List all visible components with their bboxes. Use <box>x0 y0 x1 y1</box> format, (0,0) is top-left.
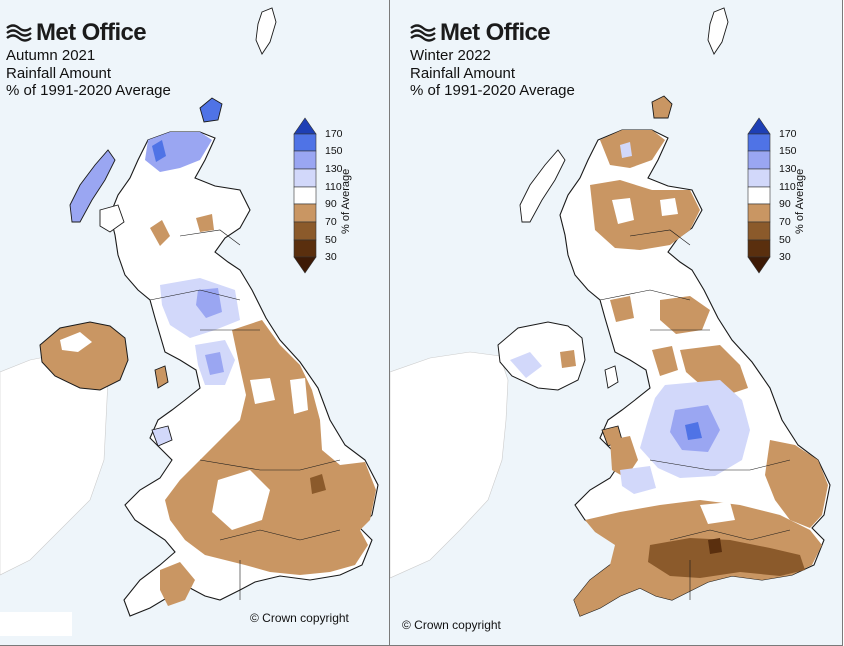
legend-tick-90: 90 <box>325 198 337 210</box>
legend-label: % of Average <box>340 168 352 234</box>
legend-bin-50-70 <box>747 221 771 241</box>
legend-bin-90-110 <box>293 186 317 205</box>
legend-label: % of Average <box>794 168 806 234</box>
legend-tick-170: 170 <box>325 128 343 140</box>
ne-england-dry <box>680 345 748 394</box>
outer-hebrides <box>69 149 116 223</box>
brand-name: Met Office <box>36 19 147 46</box>
legend-colorbar <box>293 117 317 274</box>
legend-bin-150-170 <box>747 133 771 152</box>
wales-dry <box>610 436 638 478</box>
brand-name: Met Office <box>440 19 551 46</box>
n-scotland-dry <box>600 130 665 168</box>
legend-bin-130-150 <box>747 150 771 170</box>
anglesey <box>151 425 173 447</box>
title-variable: Rainfall Amount <box>410 64 516 82</box>
map-panel-winter-2022: Met Office Winter 2022 Rainfall Amount %… <box>390 0 843 646</box>
highlands-dry <box>590 180 700 250</box>
wales-wet <box>620 466 656 494</box>
legend-bin-30-50 <box>293 239 317 258</box>
map-title: Winter 2022 Rainfall Amount % of 1991-20… <box>410 47 575 100</box>
legend-bin-110-130 <box>747 168 771 188</box>
orkney <box>199 97 223 123</box>
legend: 170 150 130 110 90 70 50 30 % of Average <box>746 116 806 276</box>
legend-bin-170-plus <box>747 117 771 135</box>
legend-bin-130-150 <box>293 150 317 170</box>
cumbria-dry <box>652 346 678 376</box>
sw-england-dry <box>160 562 195 606</box>
legend: 170 150 130 110 90 70 50 30 % of Average <box>292 116 352 276</box>
legend-tick-50: 50 <box>325 234 337 246</box>
orkney <box>651 95 673 119</box>
nw-scotland-very-wet <box>152 140 166 162</box>
legend-tick-130: 130 <box>325 163 343 175</box>
map-panel-autumn-2021: Met Office Autumn 2021 Rainfall Amount %… <box>0 0 390 646</box>
map-title: Autumn 2021 Rainfall Amount % of 1991-20… <box>6 47 171 100</box>
southern-uplands-dry <box>660 296 710 334</box>
legend-bin-below-30 <box>747 256 771 274</box>
legend-bin-below-30 <box>293 256 317 274</box>
south-england-very-dry <box>648 538 805 578</box>
copyright-notice: © Crown copyright <box>250 611 349 625</box>
legend-colorbar <box>747 117 771 274</box>
legend-tick-110: 110 <box>779 181 796 193</box>
legend-bin-110-130 <box>293 168 317 188</box>
isle-of-man <box>154 365 169 389</box>
skye <box>99 204 125 233</box>
east-england-dry <box>765 440 828 528</box>
legend-bin-30-50 <box>747 239 771 258</box>
legend-tick-150: 150 <box>779 145 797 157</box>
legend-bin-170-plus <box>293 117 317 135</box>
legend-bin-70-90 <box>747 203 771 223</box>
legend-tick-150: 150 <box>325 145 343 157</box>
ireland-land <box>390 351 509 579</box>
uk-map-winter <box>390 7 831 617</box>
legend-tick-110: 110 <box>325 181 342 193</box>
legend-tick-70: 70 <box>325 216 337 228</box>
isle-of-man <box>604 365 619 389</box>
northern-ireland <box>39 321 129 391</box>
uk-map-autumn <box>0 7 379 617</box>
legend-tick-90: 90 <box>779 198 791 210</box>
shetland <box>707 7 729 55</box>
legend-tick-50: 50 <box>779 234 791 246</box>
white-patch <box>0 612 72 636</box>
legend-bin-70-90 <box>293 203 317 223</box>
brand-logo: Met Office <box>410 19 551 47</box>
met-office-wave-logo-icon <box>6 24 32 42</box>
legend-bin-50-70 <box>293 221 317 241</box>
legend-tick-30: 30 <box>779 251 791 263</box>
title-units: % of 1991-2020 Average <box>6 82 171 99</box>
england-wet-gap <box>212 470 270 530</box>
title-season: Autumn 2021 <box>6 47 96 64</box>
met-office-wave-logo-icon <box>410 24 436 42</box>
copyright-notice: © Crown copyright <box>402 618 501 632</box>
title-season: Winter 2022 <box>410 47 491 64</box>
outer-hebrides <box>519 149 566 223</box>
legend-tick-130: 130 <box>779 163 797 175</box>
northern-ireland <box>497 321 586 391</box>
legend-tick-170: 170 <box>779 128 797 140</box>
title-variable: Rainfall Amount <box>6 64 112 82</box>
brand-logo: Met Office <box>6 19 147 47</box>
legend-tick-70: 70 <box>779 216 791 228</box>
shetland <box>255 7 277 55</box>
legend-bin-150-170 <box>293 133 317 152</box>
east-anglia-darker <box>310 474 326 494</box>
legend-tick-30: 30 <box>325 251 337 263</box>
legend-bin-90-110 <box>747 186 771 205</box>
scotland-dry <box>150 220 170 246</box>
title-units: % of 1991-2020 Average <box>410 82 575 99</box>
